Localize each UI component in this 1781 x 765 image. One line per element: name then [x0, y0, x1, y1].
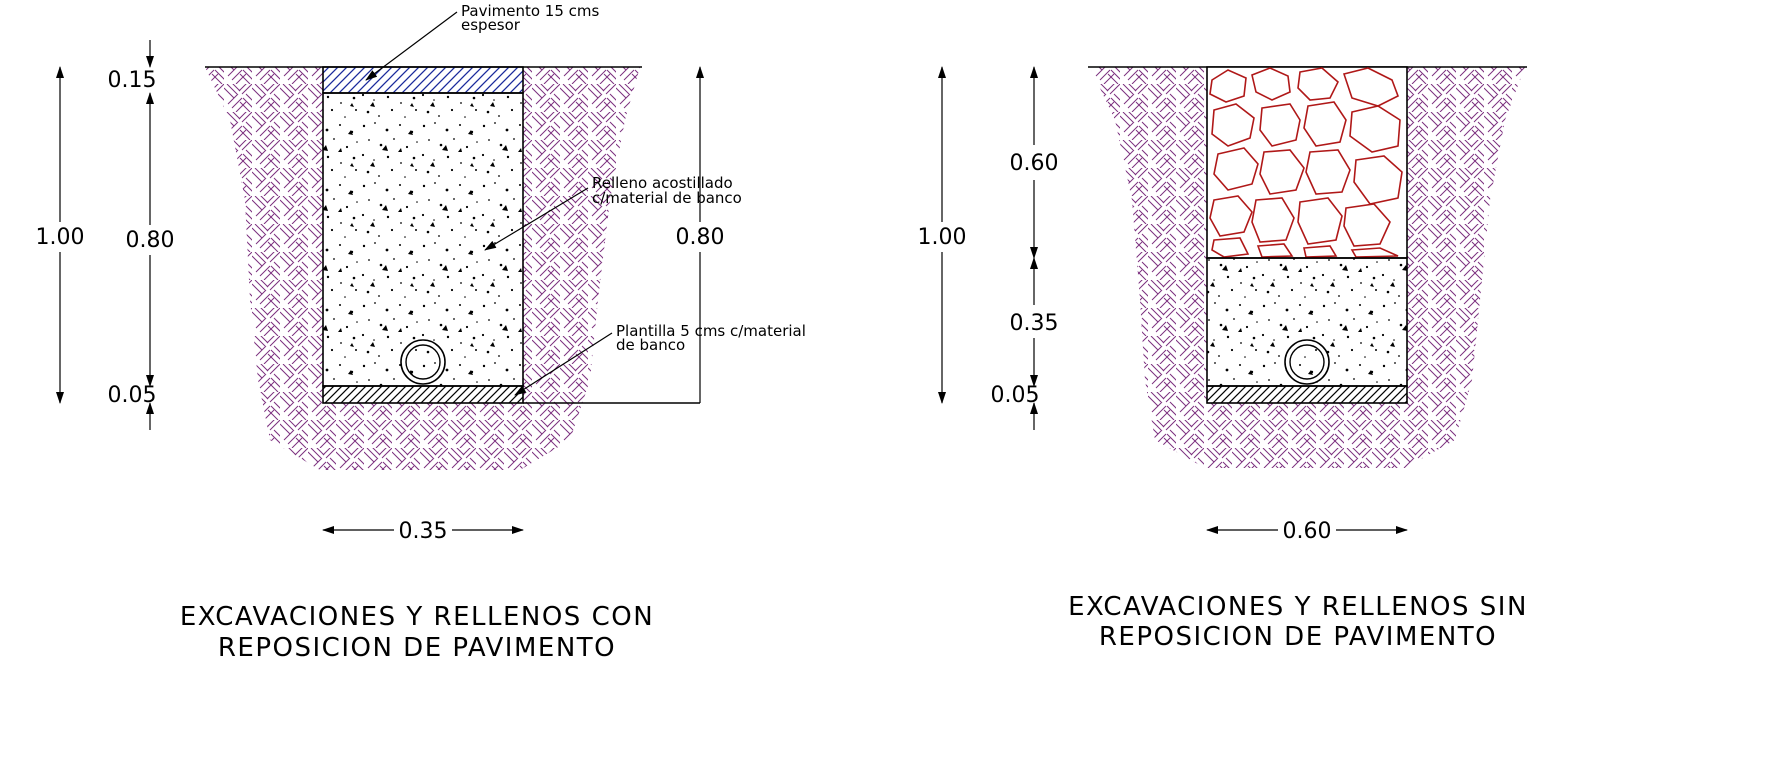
right-width-label: 0.60 — [1283, 519, 1332, 544]
right-total-depth-label: 1.00 — [918, 225, 967, 250]
right-title-line2: REPOSICION DE PAVIMENTO — [1099, 622, 1497, 652]
right-fill-dim-label: 0.35 — [1010, 311, 1059, 336]
fill-note-line2: c/material de banco — [592, 189, 742, 207]
pavement-note-line2: espesor — [461, 16, 521, 34]
left-pavement-layer — [322, 66, 524, 94]
left-fill-dim-label: 0.80 — [126, 228, 175, 253]
left-title-line2: REPOSICION DE PAVIMENTO — [218, 633, 616, 663]
right-soil-hatch — [1090, 67, 1525, 468]
bed-note-line1: Plantilla 5 cms c/material — [616, 322, 806, 340]
bed-leader — [514, 332, 613, 396]
right-rock-dim-label: 0.60 — [1010, 151, 1059, 176]
left-width-label: 0.35 — [399, 519, 448, 544]
left-title-line1: EXCAVACIONES Y RELLENOS CON — [180, 602, 654, 632]
fill-leader — [484, 187, 589, 251]
pavement-note-line1: Pavimento 15 cms — [461, 2, 599, 20]
right-trench-section: 1.00 0.60 0.35 0.05 0.60 EXCAVACIONES Y … — [918, 66, 1528, 652]
right-bed-dim-label: 0.05 — [991, 383, 1040, 408]
right-bed-layer — [1206, 385, 1408, 404]
left-bed-dim-label: 0.05 — [108, 383, 157, 408]
pavement-leader — [365, 11, 458, 81]
right-rock-fill-layer — [1206, 66, 1408, 259]
left-right-depth-label: 0.80 — [676, 225, 725, 250]
bed-note-line2: de banco — [616, 336, 685, 354]
left-trench-section: 1.00 0.15 0.80 0.05 0.80 0.35 Pavimento … — [36, 2, 806, 663]
left-total-depth-label: 1.00 — [36, 225, 85, 250]
left-bed-layer — [322, 385, 524, 404]
left-fill-layer — [322, 92, 524, 387]
left-pavement-dim-label: 0.15 — [108, 68, 157, 93]
left-soil-hatch — [205, 67, 640, 470]
right-pipe-inner — [1289, 344, 1325, 380]
right-title-line1: EXCAVACIONES Y RELLENOS SIN — [1068, 592, 1528, 622]
fill-note-line1: Relleno acostillado — [592, 174, 733, 192]
left-pipe-inner — [405, 344, 441, 380]
